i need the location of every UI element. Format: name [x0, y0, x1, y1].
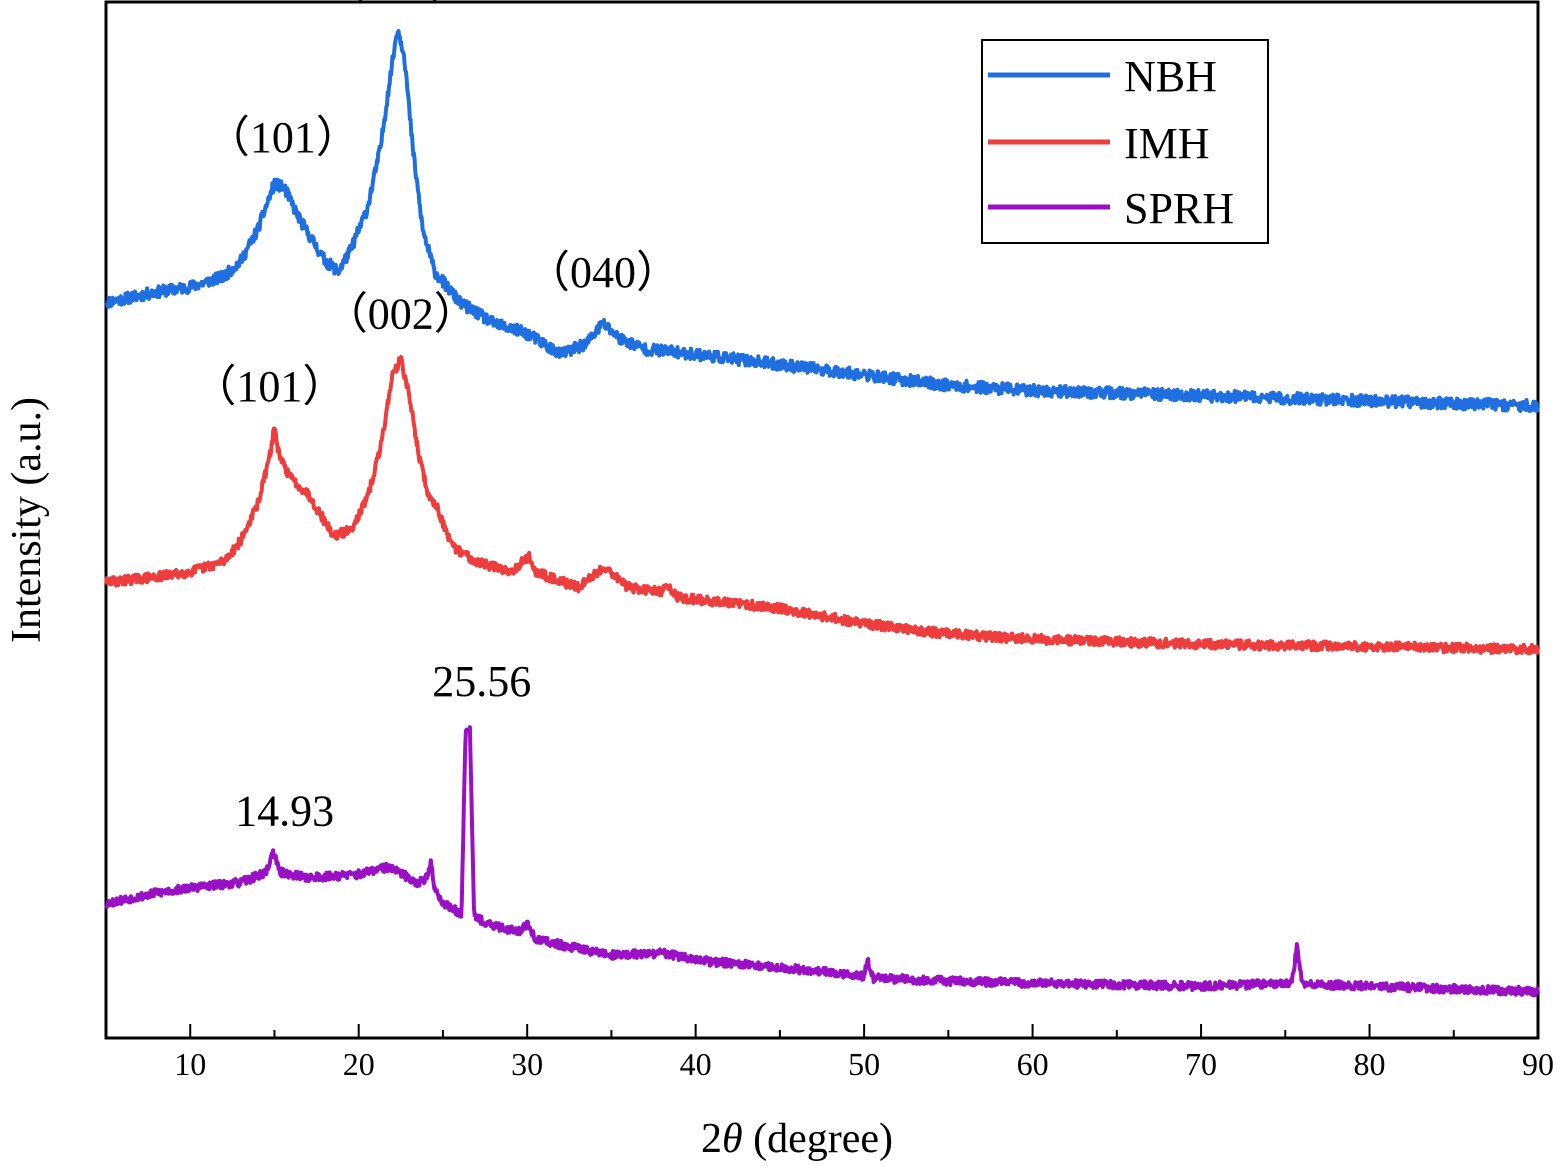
- series-line-sprh: [104, 725, 1540, 998]
- peak-annotation: 25.56: [432, 657, 531, 706]
- x-tick-label: 90: [1522, 1046, 1554, 1082]
- series-line-nbh: [104, 29, 1540, 413]
- legend-label-sprh: SPRH: [1124, 184, 1234, 233]
- x-tick-label: 50: [848, 1046, 880, 1082]
- x-tick-label: 10: [174, 1046, 206, 1082]
- legend: NBH IMH SPRH: [981, 39, 1269, 244]
- x-axis-ticks: 10 20 30 40 50 60 70 80 90: [174, 1024, 1554, 1082]
- plot-frame: [104, 0, 1540, 1040]
- annotation-layer: （002） （101） （040） （002） （101） 25.56 14.93: [192, 0, 680, 836]
- peak-annotation: （002）: [324, 289, 478, 338]
- x-tick-label: 30: [511, 1046, 543, 1082]
- legend-label-imh: IMH: [1124, 119, 1210, 168]
- x-tick-label: 60: [1017, 1046, 1049, 1082]
- peak-annotation: 14.93: [235, 787, 334, 836]
- peak-annotation: （101）: [206, 113, 360, 162]
- peak-annotation: （040）: [526, 248, 680, 297]
- peak-annotation: （002）: [320, 0, 474, 7]
- x-tick-label: 20: [343, 1046, 375, 1082]
- x-axis-title-suffix: (degree): [743, 1116, 893, 1162]
- series-line-imh: [104, 355, 1540, 656]
- x-tick-label: 80: [1354, 1046, 1386, 1082]
- x-axis-title: 2θ (degree): [701, 1116, 893, 1162]
- series-layer: [104, 29, 1540, 998]
- x-axis-title-prefix: 2: [701, 1116, 722, 1162]
- x-tick-label: 70: [1185, 1046, 1217, 1082]
- x-tick-label: 40: [680, 1046, 712, 1082]
- peak-annotation: （101）: [192, 362, 346, 411]
- legend-label-nbh: NBH: [1124, 52, 1217, 101]
- y-axis-title: Intensity (a.u.): [4, 397, 50, 643]
- theta-symbol: θ: [722, 1116, 743, 1162]
